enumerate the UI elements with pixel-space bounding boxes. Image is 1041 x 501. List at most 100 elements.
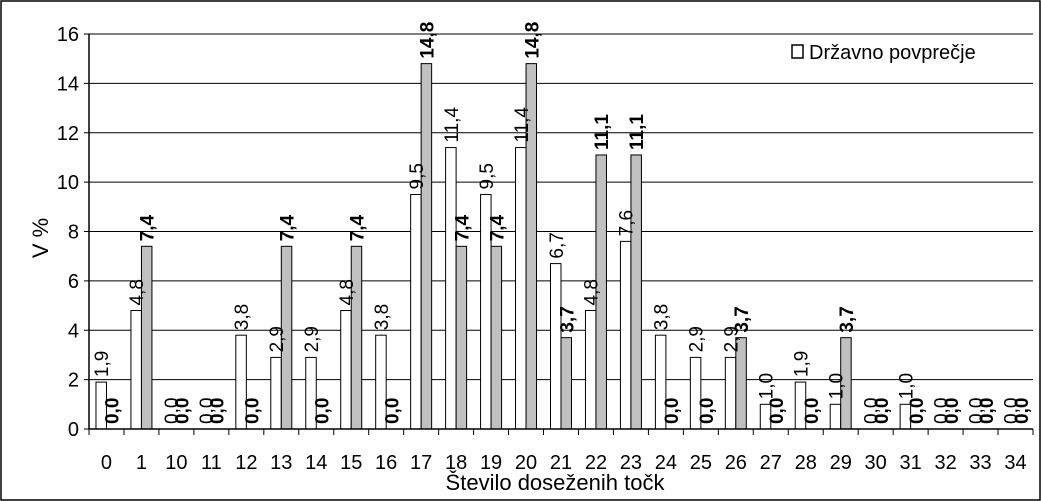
x-tick-label: 22 <box>585 452 607 474</box>
x-tick-label: 14 <box>305 452 327 474</box>
data-label: 0,0 <box>103 398 124 424</box>
data-label: 0,0 <box>1012 398 1033 424</box>
data-label: 0,0 <box>907 398 928 424</box>
data-label: 0,0 <box>208 398 229 424</box>
data-label: 2,9 <box>267 326 288 352</box>
data-label: 4,8 <box>337 279 358 305</box>
y-tick-label: 0 <box>68 419 79 441</box>
data-label: 0,0 <box>767 398 788 424</box>
x-tick-label: 34 <box>1004 452 1026 474</box>
x-axis-title: Število doseženih točk <box>446 470 666 495</box>
data-label: 0,0 <box>197 398 218 424</box>
data-label: 0,0 <box>942 398 963 424</box>
data-label: 0,0 <box>802 398 823 424</box>
bar-drzavno-povprecje <box>410 193 422 430</box>
bar-series-2 <box>420 63 433 430</box>
bar-series-2 <box>140 245 153 430</box>
data-label: 6,7 <box>547 232 568 258</box>
bar-drzavno-povprecje <box>724 356 737 430</box>
bar-drzavno-povprecje <box>550 263 562 430</box>
x-tick-label: 24 <box>655 452 677 474</box>
x-tick-label: 30 <box>865 452 887 474</box>
data-label: 0,0 <box>872 398 893 424</box>
data-label: 0,0 <box>382 398 403 424</box>
data-label: 1,0 <box>826 373 847 399</box>
x-tick-label: 11 <box>201 452 222 474</box>
x-tick-label: 10 <box>165 452 187 474</box>
data-label: 4,8 <box>127 279 148 305</box>
x-tick-label: 12 <box>235 452 257 474</box>
x-tick-label: 28 <box>795 452 817 474</box>
x-tick-label: 20 <box>515 452 537 474</box>
data-label: 11,4 <box>512 107 533 143</box>
data-label: 0,0 <box>861 398 882 424</box>
legend-background <box>788 37 1036 67</box>
bar-series-2 <box>350 245 363 430</box>
data-label: 9,5 <box>477 163 498 189</box>
x-tick-label: 32 <box>934 452 956 474</box>
data-label: 0,0 <box>173 398 194 424</box>
legend-label: Državno povprečje <box>809 42 976 64</box>
data-label: 11,1 <box>592 114 613 150</box>
x-tick-label: 23 <box>620 452 642 474</box>
bar-drzavno-povprecje <box>340 310 352 430</box>
data-label: 0,0 <box>697 398 718 424</box>
y-tick-label: 2 <box>68 370 79 392</box>
y-tick-label: 16 <box>57 24 79 46</box>
data-label: 4,8 <box>582 279 603 305</box>
data-label: 7,4 <box>138 214 159 241</box>
data-label: 7,4 <box>452 214 473 241</box>
data-label: 3,7 <box>557 306 578 332</box>
data-label: 7,4 <box>347 214 368 241</box>
data-label: 7,4 <box>278 214 299 241</box>
bar-drzavno-povprecje <box>445 147 457 430</box>
data-label: 1,9 <box>791 351 812 377</box>
x-tick-label: 17 <box>410 452 432 474</box>
legend: Državno povprečje <box>788 37 1036 67</box>
y-tick-label: 12 <box>57 123 79 145</box>
bar-drzavno-povprecje <box>829 403 842 430</box>
x-tick-label: 19 <box>480 452 502 474</box>
data-label: 0,0 <box>966 398 987 424</box>
x-tick-label: 29 <box>830 452 852 474</box>
x-tick-label: 18 <box>445 452 467 474</box>
x-tick-label: 0 <box>101 452 112 474</box>
y-tick-label: 4 <box>68 320 79 342</box>
data-label: 0,0 <box>977 398 998 424</box>
bar-drzavno-povprecje <box>584 310 597 430</box>
data-label: 3,8 <box>232 304 253 330</box>
data-label: 1,0 <box>757 373 778 399</box>
data-label: 2,9 <box>687 326 708 352</box>
data-label: 3,8 <box>372 304 393 330</box>
bar-drzavno-povprecje <box>270 356 282 430</box>
data-label: 1,9 <box>92 351 113 377</box>
bar-series-2 <box>560 337 572 430</box>
data-label: 3,7 <box>732 306 753 332</box>
x-tick-label: 33 <box>969 452 991 474</box>
bar-drzavno-povprecje <box>619 240 632 430</box>
bar-drzavno-povprecje <box>130 310 142 430</box>
data-label: 2,9 <box>722 326 743 352</box>
bar-drzavno-povprecje <box>515 147 527 430</box>
bars <box>95 63 912 430</box>
data-label: 11,1 <box>627 114 648 150</box>
data-label: 9,5 <box>407 163 428 189</box>
x-tick-label: 25 <box>690 452 712 474</box>
x-tick-label: 31 <box>900 452 922 474</box>
bar-series-2 <box>630 154 642 430</box>
data-label: 11,4 <box>442 107 463 143</box>
data-label: 0,0 <box>313 398 334 424</box>
x-tick-label: 26 <box>725 452 747 474</box>
data-label: 0,0 <box>243 398 264 424</box>
bar-series-2 <box>490 245 503 430</box>
y-tick-label: 6 <box>68 271 79 293</box>
x-tick-label: 27 <box>760 452 782 474</box>
data-label: 2,9 <box>302 326 323 352</box>
y-tick-label: 14 <box>57 73 79 95</box>
x-tick-label: 13 <box>270 452 292 474</box>
x-tick-label: 21 <box>550 452 572 474</box>
data-label: 0,0 <box>1001 398 1022 424</box>
